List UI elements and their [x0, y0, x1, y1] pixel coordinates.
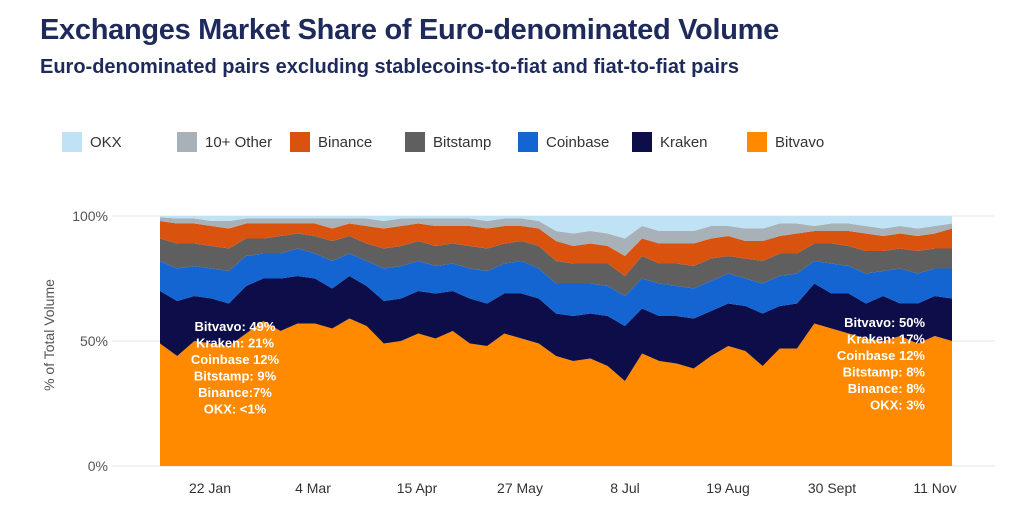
legend-label-other: 10+ Other: [205, 133, 273, 151]
area-kraken: [160, 276, 952, 381]
legend-swatch-bitvavo: [747, 132, 767, 152]
chart-title: Exchanges Market Share of Euro-denominat…: [40, 14, 779, 46]
legend-swatch-coinbase: [518, 132, 538, 152]
y-axis-label: % of Total Volume: [41, 279, 57, 391]
annotation-right-line: OKX: 3%: [870, 398, 925, 413]
legend-item-other: 10+ Other: [177, 132, 272, 152]
legend-label-coinbase: Coinbase: [546, 133, 610, 151]
legend-swatch-other: [177, 132, 197, 152]
legend-swatch-binance: [290, 132, 310, 152]
legend-swatch-bitstamp: [405, 132, 425, 152]
y-tick-label: 50%: [80, 333, 108, 349]
annotations: Bitvavo: 49%Kraken: 21%Coinbase 12%Bitst…: [191, 315, 926, 417]
x-tick-label: 27 May: [497, 480, 543, 496]
x-tick-label: 4 Mar: [295, 480, 331, 496]
chart-subtitle: Euro-denominated pairs excluding stablec…: [40, 56, 739, 78]
area-bitstamp: [160, 233, 952, 296]
annotation-left-line: OKX: <1%: [204, 402, 267, 417]
x-tick-label: 15 Apr: [397, 480, 438, 496]
area-series: [160, 216, 952, 466]
annotation-left-line: Binance:7%: [198, 385, 272, 400]
annotation-left-line: Coinbase 12%: [191, 352, 280, 367]
legend-item-bitstamp: Bitstamp: [405, 132, 491, 152]
area-okx: [160, 216, 952, 239]
annotation-right-line: Bitvavo: 50%: [844, 315, 925, 330]
legend-item-binance: Binance: [290, 132, 372, 152]
area-binance: [160, 221, 952, 276]
annotation-right-line: Bitstamp: 8%: [843, 365, 926, 380]
legend: OKX 10+ Other Binance Bitstamp Coinbase …: [62, 132, 962, 156]
legend-label-kraken: Kraken: [660, 133, 708, 151]
legend-swatch-kraken: [632, 132, 652, 152]
area-coinbase: [160, 248, 952, 326]
area-10-other: [160, 217, 952, 256]
annotation-right-line: Binance: 8%: [848, 381, 926, 396]
x-tick-label: 19 Aug: [706, 480, 750, 496]
legend-label-binance: Binance: [318, 133, 373, 151]
legend-item-coinbase: Coinbase: [518, 132, 609, 152]
y-tick-label: 0%: [88, 458, 108, 474]
x-axis-ticks: 22 Jan 4 Mar 15 Apr 27 May 8 Jul 19 Aug 30 Sep…: [189, 480, 957, 496]
annotation-right-line: Kraken: 17%: [847, 332, 925, 347]
y-axis-ticks: 0% 50% 100%: [72, 208, 108, 474]
annotation-right-line: Coinbase 12%: [837, 348, 926, 363]
legend-swatch-okx: [62, 132, 82, 152]
annotation-left-line: Kraken: 21%: [196, 336, 274, 351]
legend-item-kraken: Kraken: [632, 132, 708, 152]
legend-label-okx: OKX: [90, 133, 122, 151]
legend-label-bitvavo: Bitvavo: [775, 133, 825, 151]
x-tick-label: 11 Nov: [913, 480, 956, 496]
annotation-left-line: Bitstamp: 9%: [194, 369, 277, 384]
legend-item-bitvavo: Bitvavo: [747, 132, 824, 152]
annotation-left-line: Bitvavo: 49%: [195, 319, 276, 334]
y-tick-label: 100%: [72, 208, 108, 224]
x-tick-label: 22 Jan: [189, 480, 231, 496]
area-bitvavo: [160, 318, 952, 466]
x-tick-label: 8 Jul: [610, 480, 640, 496]
legend-item-okx: OKX: [62, 132, 122, 152]
legend-label-bitstamp: Bitstamp: [433, 133, 492, 151]
x-tick-label: 30 Sept: [808, 480, 856, 496]
